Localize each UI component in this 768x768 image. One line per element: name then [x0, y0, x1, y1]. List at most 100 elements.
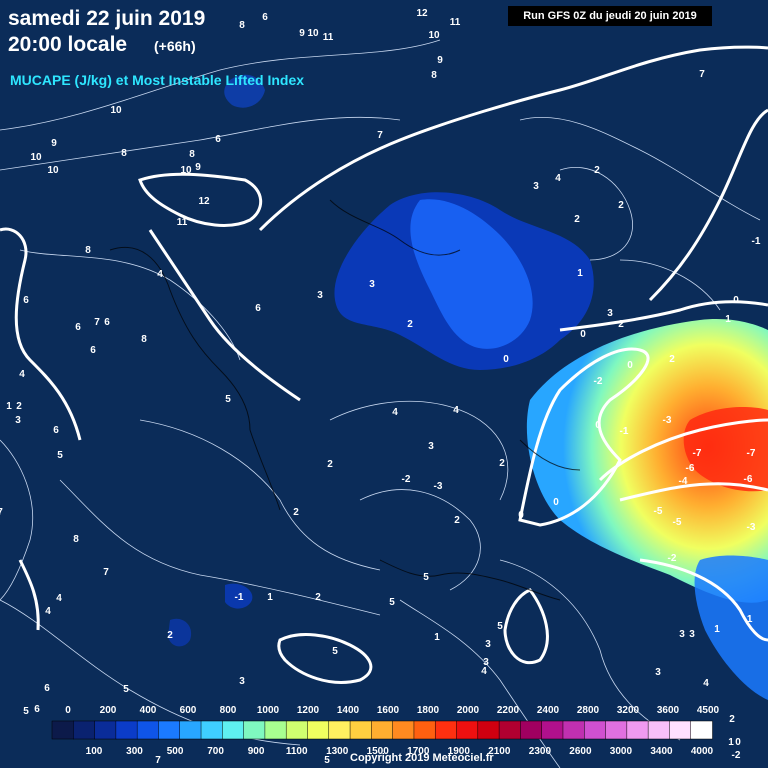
legend-swatch	[222, 720, 245, 740]
isoline-label: -3	[747, 522, 756, 533]
isoline-label: 0	[733, 295, 739, 306]
isoline-label: 2	[499, 458, 505, 469]
legend-lower-tick: 3400	[650, 746, 673, 757]
color-legend: 0 200 400 600 800 1000 1200 1400 1600 1800 2000 220…	[0, 700, 768, 768]
isoline-label: 12	[416, 8, 428, 19]
legend-swatch	[307, 720, 330, 740]
isoline-label: 3	[655, 667, 661, 678]
isoline-label: 10	[47, 165, 59, 176]
legend-upper-tick: 800	[219, 705, 237, 716]
isoline-label: 6	[75, 322, 81, 333]
isoline-label: 5	[389, 597, 395, 608]
isoline-label: 5	[332, 646, 338, 657]
legend-lower-tick: 2100	[488, 746, 511, 757]
legend-swatch	[669, 720, 692, 740]
isoline-label: 0	[735, 737, 741, 748]
legend-swatch	[264, 720, 287, 740]
legend-swatch	[562, 720, 586, 740]
isoline-label: 3	[369, 279, 375, 290]
isoline-label: 1	[434, 632, 440, 643]
isoline-label: 2	[327, 459, 333, 470]
legend-swatch	[115, 720, 138, 740]
legend-upper-tick: 3600	[656, 705, 680, 716]
isoline-label: 6	[90, 345, 96, 356]
isoline-label: 4	[19, 369, 25, 380]
isoline-label: -5	[673, 517, 682, 528]
isoline-label: 0	[503, 354, 509, 365]
isoline-label: 8	[85, 245, 91, 256]
isoline-label: 3	[607, 308, 613, 319]
legend-lower-tick: 1100	[285, 746, 308, 757]
legend-lower-tick: 1500	[366, 746, 389, 757]
isoline-label: 11	[450, 17, 461, 28]
isoline-label: 4	[157, 269, 163, 280]
legend-lower-tick: 900	[247, 746, 265, 757]
isoline-label: 0	[518, 510, 524, 521]
legend-swatch	[51, 720, 75, 740]
legend-swatch	[498, 720, 522, 740]
isoline-label: 8	[121, 148, 127, 159]
isoline-label: -1	[752, 236, 761, 247]
isoline-label: 2	[594, 165, 600, 176]
legend-lower-tick: 3000	[609, 746, 633, 757]
isoline-label: 3	[239, 676, 245, 687]
legend-swatch	[158, 720, 181, 740]
legend-upper-tick: 2400	[536, 705, 560, 716]
isoline-label: 1	[6, 401, 12, 412]
isoline-label: 2	[454, 515, 460, 526]
isoline-label: 7	[377, 130, 383, 141]
isoline-label: 10	[30, 152, 42, 163]
legend-lower-tick: 1900	[447, 746, 470, 757]
isoline-label: 4	[45, 606, 51, 617]
isoline-label: 8	[431, 70, 437, 81]
map-parameter: MUCAPE (J/kg) et Most Instable Lifted In…	[10, 72, 305, 88]
isoline-label: -7	[747, 448, 756, 459]
isoline-label: 2	[618, 200, 624, 211]
isoline-label: 6	[104, 317, 110, 328]
isoline-label: -2	[594, 376, 603, 387]
isoline-label: 5	[497, 621, 503, 632]
isoline-label: 2	[315, 592, 321, 603]
isoline-label: -6	[744, 474, 753, 485]
legend-upper-tick: 0	[65, 705, 71, 716]
isoline-label: 3	[428, 441, 434, 452]
isoline-label: 8	[189, 149, 195, 160]
isoline-label: 2	[729, 714, 735, 725]
legend-swatch	[434, 720, 458, 740]
legend-lower-tick: 4000	[690, 746, 714, 757]
isoline-label: 10	[180, 165, 192, 176]
isoline-label: 9	[437, 55, 443, 66]
isoline-label: 6	[262, 12, 268, 23]
isoline-label: 2	[167, 630, 173, 641]
legend-swatch	[392, 720, 415, 740]
isoline-label: -2	[668, 553, 677, 564]
cape-area-southeast	[694, 555, 768, 700]
legend-swatch	[371, 720, 394, 740]
isoline-label: -1	[620, 426, 629, 437]
isoline-label: 2	[669, 354, 675, 365]
legend-upper-tick: 4500	[696, 705, 720, 716]
isoline-label: 12	[198, 196, 210, 207]
legend-lower-tick: 1300	[326, 746, 349, 757]
isoline-label: -3	[434, 481, 443, 492]
run-info: Run GFS 0Z du jeudi 20 juin 2019	[508, 6, 712, 26]
copyright: Copyright 2019 Meteociel.fr	[350, 752, 494, 764]
isoline-label: 9	[51, 138, 57, 149]
legend-lower-tick: 300	[126, 746, 143, 757]
legend-swatch	[413, 720, 436, 740]
isoline-label: 1	[714, 624, 720, 635]
legend-swatch	[605, 720, 628, 740]
isoline-label: 2	[16, 401, 22, 412]
coastlines	[109, 199, 581, 601]
cape-area-north	[224, 74, 265, 108]
isoline-label: 6	[34, 704, 40, 715]
isoline-label: -1	[235, 592, 244, 603]
isoline-label: 0	[553, 497, 559, 508]
isoline-label: 2	[407, 319, 413, 330]
isoline-label: 7	[155, 755, 161, 766]
legend-lower-tick: 1700	[407, 746, 430, 757]
isoline-label: 1	[577, 268, 583, 279]
legend-swatch	[94, 720, 117, 740]
